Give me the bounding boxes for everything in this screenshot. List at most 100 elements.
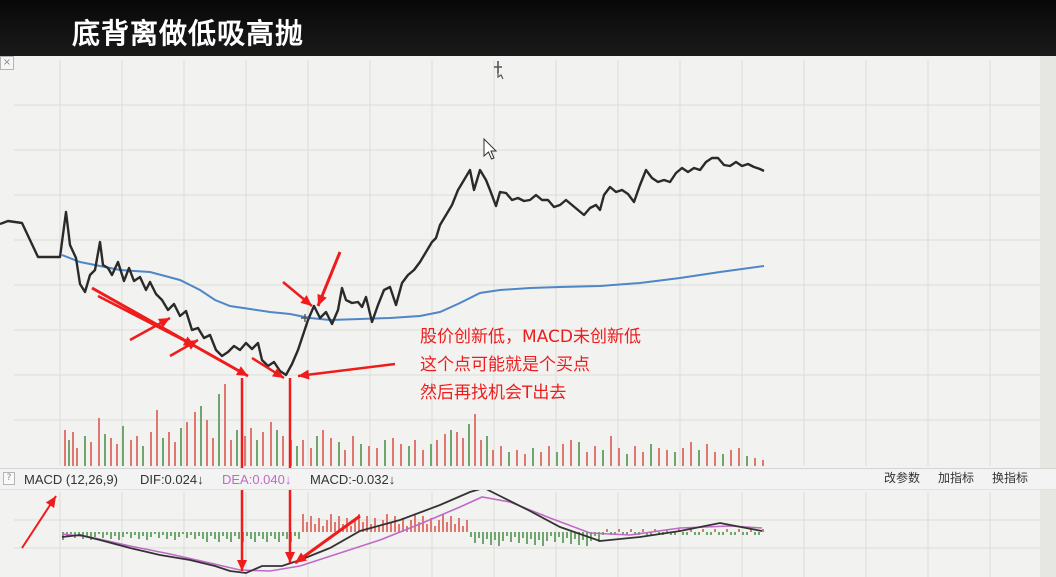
macd-bar [166,532,168,539]
macd-bar [338,516,340,532]
macd-bar [378,526,380,532]
volume-bar [270,422,272,466]
macd-bar [570,532,572,544]
macd-bar [414,514,416,532]
macd-bar [350,526,352,532]
volume-bar [206,420,208,466]
macd-bar [558,532,560,537]
macd-bar [754,532,756,535]
volume-bar [730,450,732,466]
macd-bar [706,532,708,535]
macd-bar [362,522,364,532]
macd-bar [314,524,316,532]
macd-bar [462,526,464,532]
macd-bar [514,532,516,537]
macd-bar [646,532,648,535]
macd-bar [182,532,184,534]
macd-bar [642,529,644,532]
volume-bar [642,452,644,466]
volume-bar [142,446,144,466]
volume-bar [602,450,604,466]
macd-bar [158,532,160,538]
volume-bar [408,446,410,466]
volume-bar [384,440,386,466]
macd-bar [418,522,420,532]
close-icon[interactable]: × [0,56,14,70]
macd-bar [718,532,720,535]
volume-bar [746,456,748,466]
macd-histogram [62,514,764,546]
macd-bar [682,532,684,535]
macd-bar [618,529,620,532]
macd-bar [394,516,396,532]
annotation-arrow [297,362,396,380]
macd-bar [722,532,724,535]
macd-bar [546,532,548,541]
macd-bar [410,520,412,532]
annotation-arrow [316,251,342,307]
volume-bar [368,446,370,466]
help-icon[interactable]: ? [3,472,15,485]
macd-bar [550,532,552,536]
switch-indicator-button[interactable]: 换指标 [992,471,1029,485]
volume-bar [110,438,112,466]
macd-bar [466,520,468,532]
volume-bar [400,444,402,466]
macd-bar [270,532,272,536]
macd-bar [490,532,492,545]
volume-bar [500,446,502,466]
macd-bar [574,532,576,539]
macd-bar [206,532,208,542]
volume-bar [244,436,246,466]
volume-bar [436,440,438,466]
macd-bar [498,532,500,546]
volume-bar [450,430,452,466]
macd-bar [154,532,156,534]
macd-bar [442,514,444,532]
macd-bar [474,532,476,543]
annotation-arrow [294,514,361,565]
macd-bar [482,532,484,544]
volume-bar [194,412,196,466]
macd-bar [458,518,460,532]
chart-area[interactable] [0,56,1056,577]
volume-bar [548,446,550,466]
macd-bar [762,529,764,532]
macd-bar [366,516,368,532]
volume-bar [508,452,510,466]
volume-bar [430,444,432,466]
annotation-arrow [97,294,196,348]
macd-bar [562,532,564,543]
macd-bar [354,520,356,532]
volume-bar [98,418,100,466]
volume-bar [338,442,340,466]
volume-bar [230,440,232,466]
volume-bar [532,448,534,466]
dea-value: DEA:0.040↓ [222,472,292,487]
macd-bar [358,514,360,532]
macd-bar [266,532,268,542]
macd-bar [750,529,752,532]
volume-bar [352,436,354,466]
volume-bar [68,440,70,466]
macd-bar [298,532,300,539]
price-line [0,156,765,377]
macd-bar [690,529,692,532]
macd-bar [726,529,728,532]
macd-bar [742,532,744,535]
add-indicator-button[interactable]: 加指标 [938,471,975,485]
change-params-button[interactable]: 改参数 [884,471,921,485]
macd-bar [106,532,108,535]
volume-bar [376,448,378,466]
macd-bar [118,532,120,540]
volume-bar [486,436,488,466]
volume-bar [282,436,284,466]
annotation-arrow [169,338,199,358]
volume-bar [594,446,596,466]
macd-bar [162,532,164,535]
macd-bar [318,518,320,532]
macd-bar [98,532,100,534]
macd-bar [530,532,532,539]
volume-bar [634,446,636,466]
